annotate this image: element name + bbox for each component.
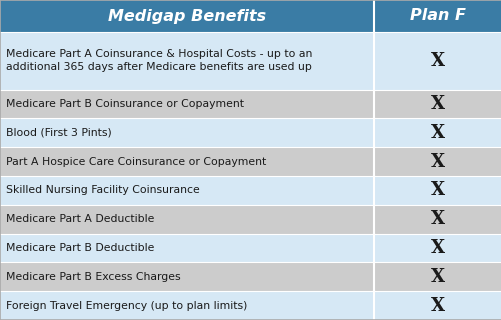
- Text: X: X: [430, 239, 444, 257]
- Text: Medicare Part B Excess Charges: Medicare Part B Excess Charges: [6, 272, 180, 282]
- Text: X: X: [430, 210, 444, 228]
- Text: Medicare Part B Coinsurance or Copayment: Medicare Part B Coinsurance or Copayment: [6, 99, 243, 109]
- Bar: [0, 262, 501, 291]
- Text: Foreign Travel Emergency (up to plan limits): Foreign Travel Emergency (up to plan lim…: [6, 300, 247, 311]
- Text: Blood (First 3 Pints): Blood (First 3 Pints): [6, 128, 112, 138]
- Text: Part A Hospice Care Coinsurance or Copayment: Part A Hospice Care Coinsurance or Copay…: [6, 156, 266, 167]
- Bar: [0, 90, 501, 118]
- Text: Medicare Part A Coinsurance & Hospital Costs - up to an
additional 365 days afte: Medicare Part A Coinsurance & Hospital C…: [6, 49, 312, 72]
- Bar: [0, 118, 501, 147]
- Bar: [0, 147, 501, 176]
- Text: Medigap Benefits: Medigap Benefits: [108, 9, 266, 23]
- Text: X: X: [430, 52, 444, 70]
- Text: X: X: [430, 153, 444, 171]
- Text: X: X: [430, 181, 444, 199]
- Text: Plan F: Plan F: [409, 9, 465, 23]
- Bar: [0, 32, 501, 90]
- Text: Medicare Part B Deductible: Medicare Part B Deductible: [6, 243, 154, 253]
- Bar: [0, 205, 501, 234]
- Bar: [0, 0, 501, 32]
- Bar: [0, 234, 501, 262]
- Text: Medicare Part A Deductible: Medicare Part A Deductible: [6, 214, 154, 224]
- Text: X: X: [430, 268, 444, 286]
- Text: Skilled Nursing Facility Coinsurance: Skilled Nursing Facility Coinsurance: [6, 185, 199, 196]
- Text: X: X: [430, 297, 444, 315]
- Text: X: X: [430, 124, 444, 142]
- Text: X: X: [430, 95, 444, 113]
- Bar: [0, 176, 501, 205]
- Bar: [0, 291, 501, 320]
